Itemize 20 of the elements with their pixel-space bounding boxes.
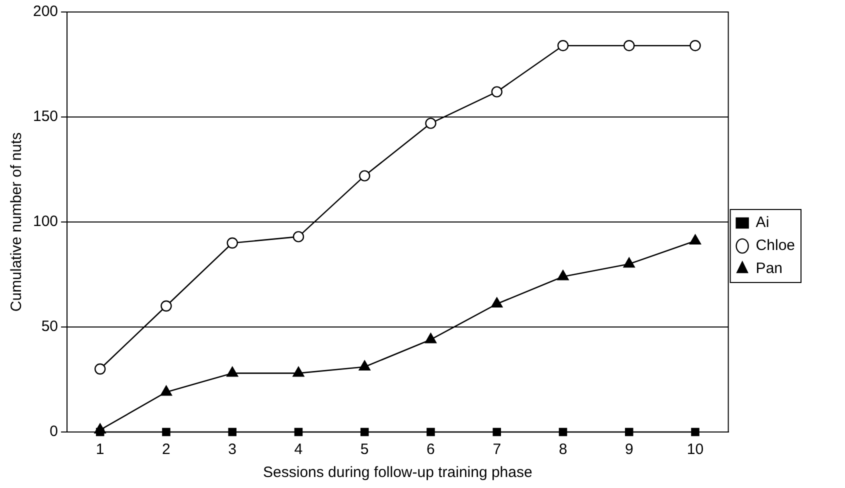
x-tick-label: 10: [686, 441, 704, 458]
x-tick-label: 4: [294, 441, 303, 458]
x-tick-label: 6: [426, 441, 435, 458]
x-tick-label: 7: [492, 441, 502, 458]
y-tick-label: 50: [41, 318, 58, 336]
x-tick-label: 8: [558, 441, 568, 458]
y-tick-label: 100: [32, 213, 58, 230]
legend-label: Ai: [756, 214, 770, 232]
legend-label: Chloe: [756, 237, 796, 254]
x-axis-title: Sessions during follow-up training phase: [263, 464, 532, 482]
x-tick-label: 2: [162, 441, 170, 458]
x-tick-label: 9: [624, 441, 634, 458]
y-tick-label: 150: [32, 108, 58, 126]
y-tick-label: 200: [32, 3, 58, 20]
x-tick-label: 3: [228, 441, 237, 458]
legend-label: Pan: [756, 260, 783, 278]
y-axis-title: Cumulative number of nuts: [8, 132, 26, 312]
x-tick-label: 5: [360, 441, 369, 458]
x-tick-label: 1: [96, 441, 104, 458]
y-tick-label: 0: [50, 423, 58, 440]
